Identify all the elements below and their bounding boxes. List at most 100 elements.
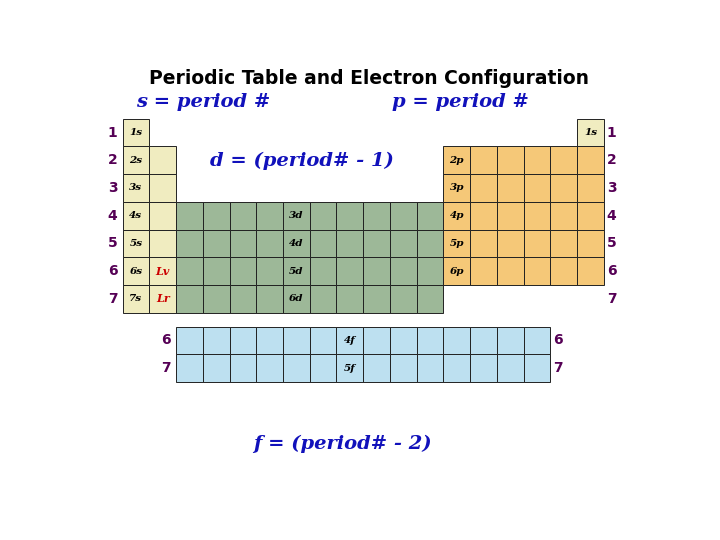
Bar: [230, 285, 256, 313]
Bar: [470, 202, 497, 230]
Text: 4d: 4d: [289, 239, 304, 248]
Bar: [176, 327, 203, 354]
Bar: [283, 202, 310, 230]
Bar: [497, 174, 523, 202]
Text: 6: 6: [607, 264, 616, 278]
Bar: [149, 174, 176, 202]
Bar: [550, 230, 577, 257]
Bar: [577, 202, 604, 230]
Bar: [470, 174, 497, 202]
Text: 2p: 2p: [449, 156, 464, 165]
Bar: [363, 327, 390, 354]
Bar: [390, 202, 417, 230]
Bar: [497, 327, 523, 354]
Bar: [363, 257, 390, 285]
Bar: [444, 202, 470, 230]
Bar: [149, 202, 176, 230]
Bar: [230, 257, 256, 285]
Bar: [176, 257, 203, 285]
Text: 5p: 5p: [449, 239, 464, 248]
Bar: [122, 119, 149, 146]
Bar: [523, 354, 550, 382]
Bar: [550, 202, 577, 230]
Bar: [497, 354, 523, 382]
Text: 2s: 2s: [130, 156, 143, 165]
Bar: [550, 174, 577, 202]
Bar: [149, 285, 176, 313]
Bar: [310, 327, 336, 354]
Bar: [417, 327, 444, 354]
Text: 5: 5: [607, 237, 616, 251]
Bar: [203, 230, 230, 257]
Bar: [230, 230, 256, 257]
Bar: [283, 230, 310, 257]
Text: 1s: 1s: [130, 128, 143, 137]
Bar: [230, 354, 256, 382]
Text: d = (period# - 1): d = (period# - 1): [210, 152, 394, 170]
Bar: [122, 146, 149, 174]
Bar: [283, 285, 310, 313]
Bar: [390, 257, 417, 285]
Bar: [336, 354, 363, 382]
Bar: [176, 354, 203, 382]
Bar: [122, 174, 149, 202]
Bar: [176, 285, 203, 313]
Bar: [256, 257, 283, 285]
Bar: [444, 327, 470, 354]
Bar: [203, 354, 230, 382]
Text: 4: 4: [107, 209, 117, 222]
Bar: [550, 257, 577, 285]
Text: 5s: 5s: [130, 239, 143, 248]
Text: 7: 7: [553, 361, 563, 375]
Text: 4: 4: [607, 209, 616, 222]
Bar: [336, 285, 363, 313]
Bar: [523, 202, 550, 230]
Bar: [122, 285, 149, 313]
Text: 2: 2: [107, 153, 117, 167]
Bar: [390, 327, 417, 354]
Bar: [310, 257, 336, 285]
Text: 4s: 4s: [130, 211, 143, 220]
Text: s = period #: s = period #: [137, 93, 271, 111]
Text: Lv: Lv: [156, 266, 170, 276]
Bar: [390, 230, 417, 257]
Bar: [203, 327, 230, 354]
Bar: [523, 146, 550, 174]
Bar: [256, 202, 283, 230]
Bar: [497, 202, 523, 230]
Bar: [523, 257, 550, 285]
Text: 7s: 7s: [130, 294, 143, 303]
Bar: [283, 327, 310, 354]
Text: 5f: 5f: [344, 363, 356, 373]
Bar: [122, 257, 149, 285]
Bar: [149, 146, 176, 174]
Bar: [363, 285, 390, 313]
Bar: [523, 174, 550, 202]
Bar: [363, 354, 390, 382]
Bar: [390, 285, 417, 313]
Text: 1s: 1s: [584, 128, 597, 137]
Bar: [444, 257, 470, 285]
Text: 6p: 6p: [449, 267, 464, 275]
Bar: [417, 354, 444, 382]
Bar: [122, 202, 149, 230]
Bar: [310, 230, 336, 257]
Text: 6: 6: [161, 334, 171, 347]
Text: 3p: 3p: [449, 184, 464, 192]
Bar: [577, 257, 604, 285]
Text: 5: 5: [107, 237, 117, 251]
Bar: [444, 230, 470, 257]
Bar: [336, 257, 363, 285]
Bar: [497, 146, 523, 174]
Bar: [176, 202, 203, 230]
Bar: [470, 354, 497, 382]
Bar: [203, 202, 230, 230]
Bar: [363, 202, 390, 230]
Bar: [230, 327, 256, 354]
Bar: [203, 285, 230, 313]
Bar: [363, 230, 390, 257]
Text: 7: 7: [607, 292, 616, 306]
Bar: [336, 327, 363, 354]
Bar: [310, 285, 336, 313]
Text: 1: 1: [107, 126, 117, 139]
